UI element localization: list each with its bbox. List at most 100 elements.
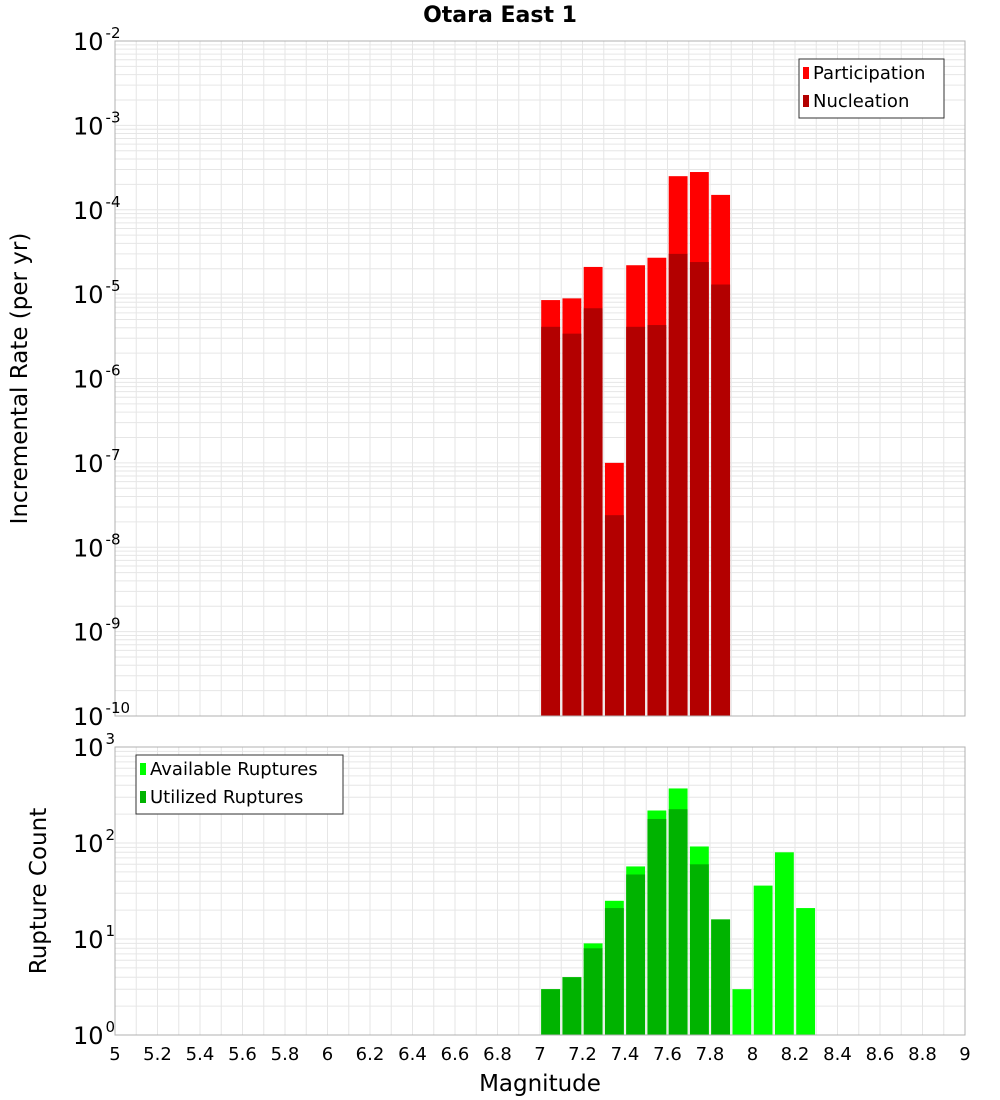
panel2-x-tick-label: 6	[322, 1044, 333, 1065]
chart-title: Otara East 1	[423, 3, 577, 28]
panel2-x-tick-label: 6.6	[441, 1044, 470, 1065]
panel2-y-tick-label: 10 0	[73, 1018, 115, 1050]
panel2-x-tick-label: 6.2	[356, 1044, 385, 1065]
panel1-y-tick-base: 10	[73, 112, 104, 140]
panel1-y-tick-exponent: -2	[106, 24, 121, 42]
panel2-y-tick-exponent: 0	[106, 1018, 116, 1036]
panel2-x-tick-label: 8	[747, 1044, 758, 1065]
panel1-y-tick-label: 10 -10	[73, 699, 130, 731]
panel2-x-tick-label: 7.8	[696, 1044, 725, 1065]
panel2-y-tick-exponent: 3	[106, 730, 116, 748]
panel1-y-tick-exponent: -7	[106, 446, 121, 464]
panel1-y-tick-label: 10 -9	[73, 615, 121, 647]
panel1-y-tick-base: 10	[73, 534, 104, 562]
panel1-y-tick-exponent: -8	[106, 530, 121, 548]
panel1-y-tick-label: 10 -4	[73, 193, 121, 225]
panel2-x-tick-label: 7	[534, 1044, 545, 1065]
panel2-x-tick-label: 7.6	[653, 1044, 682, 1065]
panel2-x-tick-label: 7.4	[611, 1044, 640, 1065]
panel1-y-tick-exponent: -4	[106, 193, 121, 211]
panel2-bar-front-utilized-ruptures	[711, 919, 731, 1035]
panel1-legend-label: Participation	[813, 63, 925, 84]
panel2-legend-swatch	[140, 763, 146, 775]
panel1-bar-front-nucleation	[689, 262, 709, 716]
panel2-bar-front-utilized-ruptures	[668, 809, 688, 1035]
panel1-y-tick-label: 10 -6	[73, 362, 121, 394]
panel1-legend-swatch	[803, 95, 809, 107]
panel2-bar-front-utilized-ruptures	[626, 874, 646, 1035]
panel2-x-tick-label: 7.2	[568, 1044, 597, 1065]
panel2-legend-label: Utilized Ruptures	[150, 787, 303, 808]
panel1-y-tick-label: 10 -5	[73, 277, 121, 309]
panel1-y-tick-exponent: -9	[106, 615, 121, 633]
panel2-legend-label: Available Ruptures	[150, 759, 318, 780]
panel2-x-tick-label: 5.8	[271, 1044, 300, 1065]
panel2-bar-front-utilized-ruptures	[541, 989, 561, 1035]
panel1-y-tick-label: 10 -3	[73, 108, 121, 140]
panel1-y-tick-label: 10 -7	[73, 446, 121, 478]
panel2-plot-frame	[114, 746, 966, 1036]
panel1-y-tick-base: 10	[73, 281, 104, 309]
panel2-bar-front-utilized-ruptures	[562, 977, 582, 1035]
panel2-x-tick-label: 5	[109, 1044, 120, 1065]
panel2-bar-front-utilized-ruptures	[604, 908, 624, 1035]
panel2-bar-available-ruptures	[774, 852, 794, 1035]
panel2-x-tick-label: 8.4	[823, 1044, 852, 1065]
panel2-x-tick-label: 5.4	[186, 1044, 215, 1065]
panel2-x-tick-label: 6.4	[398, 1044, 427, 1065]
panel2-bar-front-utilized-ruptures	[583, 948, 603, 1035]
panel1-y-tick-base: 10	[73, 197, 104, 225]
panel2-y-tick-label: 10 2	[73, 826, 115, 858]
panel1-plot-frame	[114, 40, 966, 717]
panel2-y-tick-label: 10 1	[73, 922, 115, 954]
panel1-legend-label: Nucleation	[813, 91, 909, 112]
panel1-y-tick-exponent: -5	[106, 277, 121, 295]
panel2-legend-box	[135, 754, 344, 815]
panel1-legend-swatch	[803, 67, 809, 79]
panel2-bar-front-utilized-ruptures	[647, 818, 667, 1035]
panel1-bar-front-nucleation	[562, 333, 582, 716]
panel2-legend-swatch	[140, 791, 146, 803]
panel2-x-tick-label: 8.8	[908, 1044, 937, 1065]
panel2-y-tick-base: 10	[73, 926, 104, 954]
panel2-y-axis-label: Rupture Count	[26, 808, 52, 974]
panel1-y-tick-exponent: -6	[106, 362, 121, 380]
panel1-y-tick-base: 10	[73, 703, 104, 731]
panel2-bar-available-ruptures	[753, 885, 773, 1035]
panel2-x-tick-label: 5.2	[143, 1044, 172, 1065]
panel2-x-tick-label: 6.8	[483, 1044, 512, 1065]
panel1-legend-box	[798, 58, 945, 119]
panel2-x-tick-label: 8.6	[866, 1044, 895, 1065]
panel2-y-tick-base: 10	[73, 734, 104, 762]
panel2-x-axis-label: Magnitude	[479, 1071, 601, 1097]
panel2-y-tick-label: 10 3	[73, 730, 115, 762]
panel2-bar-front-utilized-ruptures	[689, 864, 709, 1035]
panel2-y-tick-exponent: 2	[106, 826, 116, 844]
panel2-bar-available-ruptures	[796, 908, 816, 1035]
panel2-x-tick-label: 5.6	[228, 1044, 257, 1065]
panel1-bar-front-nucleation	[668, 253, 688, 716]
panel1-y-tick-exponent: -10	[106, 699, 131, 717]
panel1-y-tick-label: 10 -2	[73, 24, 121, 56]
panel1-y-tick-base: 10	[73, 366, 104, 394]
panel1-bar-front-nucleation	[604, 515, 624, 716]
panel1-bar-front-nucleation	[647, 325, 667, 716]
panel2-y-tick-base: 10	[73, 830, 104, 858]
panel1-y-tick-exponent: -3	[106, 108, 121, 126]
panel2-y-tick-exponent: 1	[106, 922, 116, 940]
panel1-bar-front-nucleation	[541, 326, 561, 716]
panel1-bar-front-nucleation	[583, 308, 603, 716]
panel2-x-tick-label: 9	[959, 1044, 970, 1065]
panel1-y-tick-base: 10	[73, 619, 104, 647]
panel1-y-tick-label: 10 -8	[73, 530, 121, 562]
panel1-y-tick-base: 10	[73, 450, 104, 478]
panel2-bar-available-ruptures	[732, 989, 752, 1035]
panel1-bar-front-nucleation	[626, 326, 646, 716]
panel1-y-tick-base: 10	[73, 28, 104, 56]
panel1-y-axis-label: Incremental Rate (per yr)	[7, 233, 33, 525]
panel2-x-tick-label: 8.2	[781, 1044, 810, 1065]
panel2-y-tick-base: 10	[73, 1022, 104, 1050]
panel1-bar-front-nucleation	[711, 284, 731, 716]
